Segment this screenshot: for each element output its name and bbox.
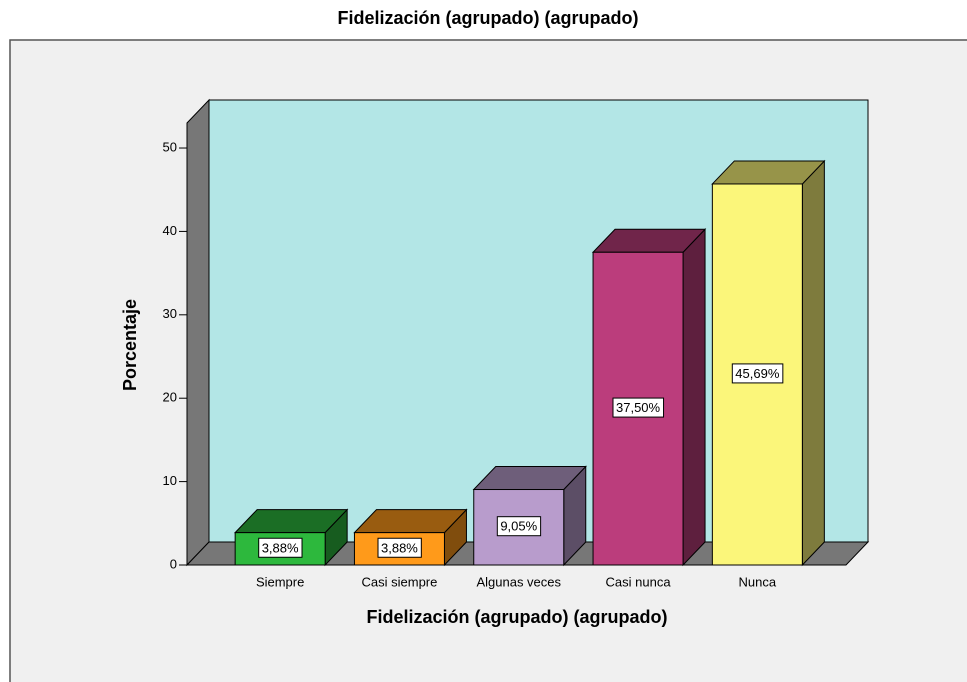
bar — [234, 532, 326, 566]
value-label: 3,88% — [381, 540, 418, 555]
y-tick-label: 50 — [163, 139, 177, 154]
value-label-box — [258, 537, 303, 558]
y-tick-label: 40 — [163, 223, 177, 238]
y-tick-label: 20 — [163, 390, 177, 405]
left-wall — [186, 98, 210, 567]
x-tick-label: Algunas veces — [476, 574, 561, 589]
x-tick-label: Siempre — [256, 574, 304, 589]
bar-side — [801, 159, 825, 567]
y-tick-label: 10 — [163, 473, 177, 488]
x-tick-label: Nunca — [739, 574, 777, 589]
value-label: 9,05% — [500, 519, 537, 534]
x-tick-label: Casi siempre — [362, 574, 438, 589]
value-label: 3,88% — [262, 540, 299, 555]
value-label-box — [377, 537, 422, 558]
y-tick-label: 30 — [163, 306, 177, 321]
y-tick-label: 0 — [170, 556, 177, 571]
x-axis-title: Fidelización (agrupado) (agrupado) — [367, 607, 668, 627]
frame-border — [9, 39, 967, 682]
value-label-box — [496, 516, 542, 537]
x-tick-label: Casi nunca — [606, 574, 672, 589]
bar-side — [682, 228, 706, 567]
value-label-box — [612, 397, 665, 418]
chart-title: Fidelización (agrupado) (agrupado) — [338, 8, 639, 28]
y-axis-title: Porcentaje — [120, 299, 140, 391]
value-label: 45,69% — [735, 366, 780, 381]
value-label: 37,50% — [616, 400, 661, 415]
value-label-box — [731, 363, 784, 384]
